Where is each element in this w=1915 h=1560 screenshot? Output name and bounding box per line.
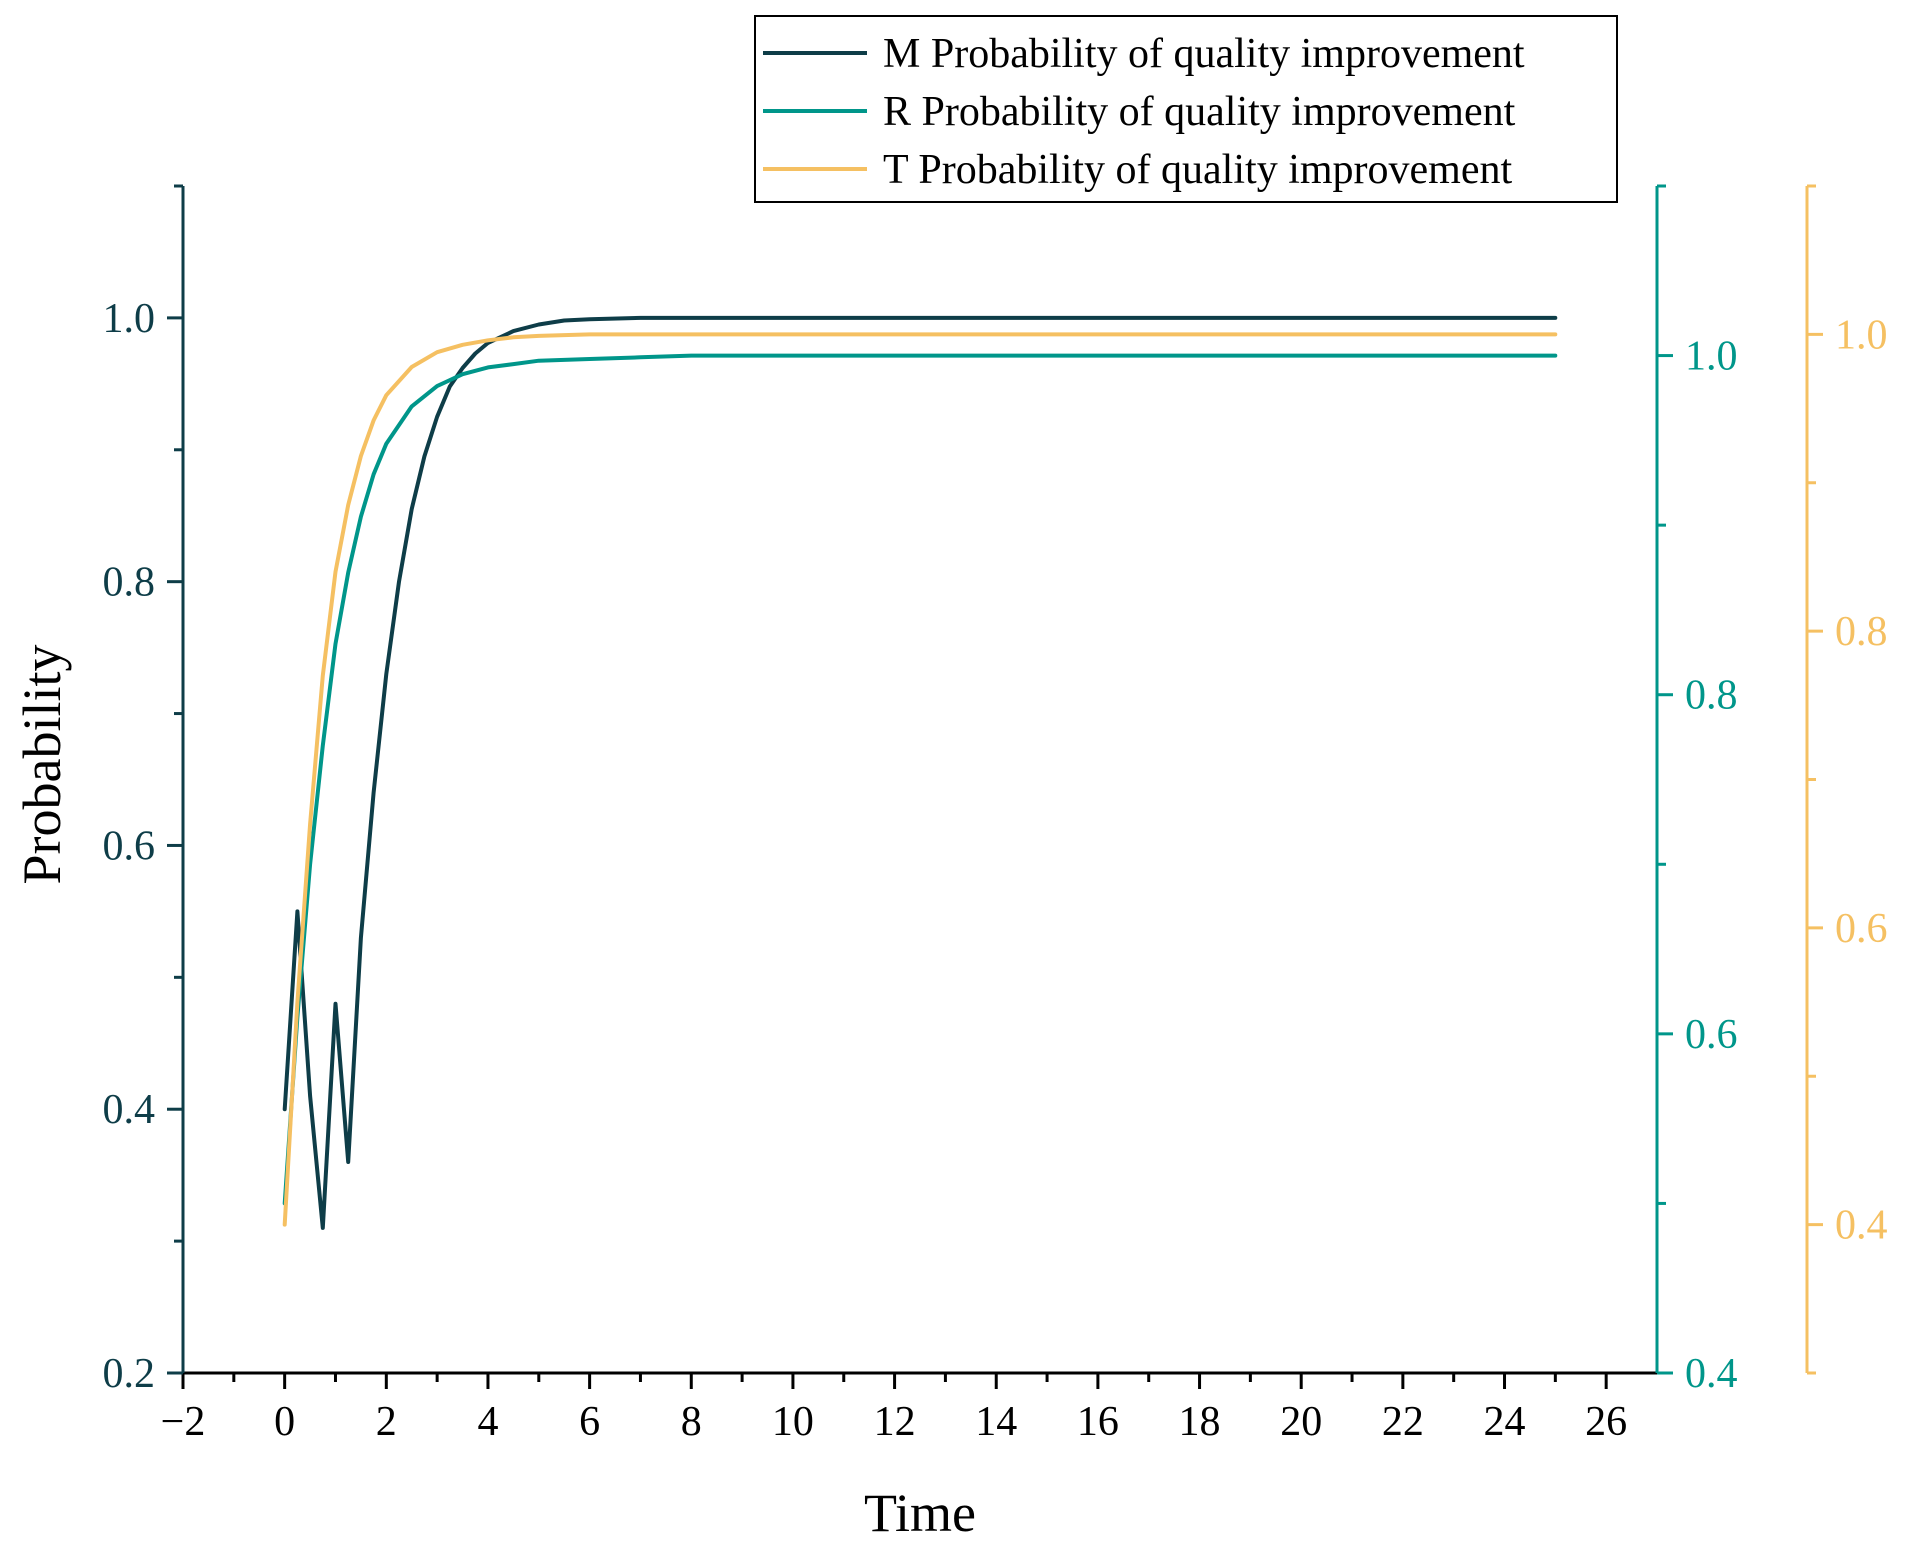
axes-layer: −2 0 2 4 6 8 10 12 14 16 18 20 22 24 26Time0.20.40.60.…: [12, 184, 1888, 1543]
x-tick-label: 0: [274, 1399, 295, 1445]
x-tick-label: 20: [1280, 1399, 1322, 1445]
y-tick-label-T: 0.8: [1835, 609, 1888, 655]
x-tick-label: −2: [161, 1399, 206, 1445]
y-tick-label-T: 0.4: [1835, 1203, 1888, 1249]
y-axis-title: Probability: [12, 645, 72, 885]
y-tick-label-M: 0.4: [103, 1087, 156, 1133]
y-tick-label-R: 0.6: [1685, 1012, 1738, 1058]
legend: M Probability of quality improvement R Pr…: [754, 15, 1618, 203]
y-tick-label-M: 0.8: [103, 560, 156, 606]
x-tick-label: 8: [681, 1399, 702, 1445]
x-axis-title: Time: [864, 1483, 976, 1543]
x-tick-label: 4: [477, 1399, 498, 1445]
x-tick-label: 6: [579, 1399, 600, 1445]
plot-lines: [282, 315, 1558, 1230]
x-tick-label: 22: [1382, 1399, 1424, 1445]
x-tick-label: 2: [376, 1399, 397, 1445]
series-line-T: [282, 332, 1558, 1227]
y-tick-label-R: 0.4: [1685, 1351, 1738, 1397]
x-tick-label: 24: [1484, 1399, 1526, 1445]
x-tick-label: 12: [874, 1399, 916, 1445]
series-line-M: [282, 315, 1558, 1230]
y-tick-label-T: 0.6: [1835, 906, 1888, 952]
y-tick-label-M: 0.2: [103, 1351, 156, 1397]
x-tick-label: 14: [975, 1399, 1017, 1445]
legend-label-M: M Probability of quality improvement: [883, 31, 1525, 77]
legend-label-T: T Probability of quality improvement: [883, 147, 1512, 193]
legend-box: [754, 15, 1618, 203]
x-tick-label: 10: [772, 1399, 814, 1445]
x-tick-label: 18: [1179, 1399, 1221, 1445]
series-line-R: [282, 353, 1558, 1206]
y-tick-label-R: 1.0: [1685, 334, 1738, 380]
y-tick-label-T: 1.0: [1835, 312, 1888, 358]
y-tick-label-M: 0.6: [103, 823, 156, 869]
x-tick-label: 16: [1077, 1399, 1119, 1445]
y-tick-label-R: 0.8: [1685, 673, 1738, 719]
x-tick-label: 26: [1585, 1399, 1627, 1445]
y-tick-label-M: 1.0: [103, 296, 156, 342]
legend-label-R: R Probability of quality improvement: [883, 89, 1516, 135]
